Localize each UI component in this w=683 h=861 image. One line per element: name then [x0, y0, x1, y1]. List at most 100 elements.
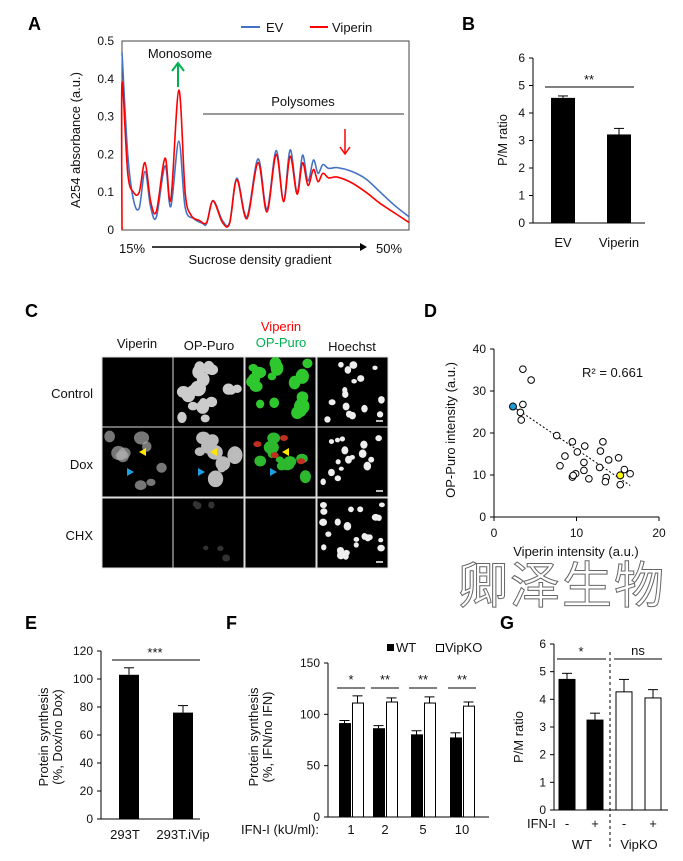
group-label-wt: WT	[572, 837, 592, 852]
cell	[104, 430, 115, 443]
scatter-point	[604, 456, 613, 464]
cell	[338, 466, 344, 471]
trendline	[512, 406, 631, 486]
significance-label: **	[418, 672, 428, 687]
cell	[376, 411, 384, 418]
blue-arrowhead-icon	[198, 468, 205, 476]
scatter-point-blue	[508, 402, 517, 411]
cell	[361, 533, 368, 540]
y-tick-label: 80	[80, 700, 94, 714]
scatter-point	[614, 453, 623, 462]
bar-vipko	[352, 702, 364, 818]
y-tick-label: 0.1	[97, 185, 114, 199]
bar-viperin	[607, 134, 631, 223]
scatter-point	[569, 471, 578, 480]
cell	[378, 537, 384, 543]
scatter-point	[601, 477, 610, 486]
column-header-viperin: Viperin	[117, 336, 157, 351]
blue-arrowhead-icon	[270, 468, 277, 476]
y-tick-label: 0	[313, 810, 320, 824]
y-tick-label: 0.5	[97, 34, 114, 48]
panel-f: Protein synthesis (%, IFN/no IFN) WT Vip…	[241, 640, 489, 837]
treatment-label: +	[591, 816, 599, 831]
scatter-point	[519, 400, 527, 409]
y-axis-title-line1: Protein synthesis	[36, 687, 51, 786]
green-up-arrow-icon	[171, 61, 185, 87]
yellow-arrowhead-icon	[210, 448, 217, 456]
y-tick-label: 0.4	[97, 72, 114, 86]
micrograph-control-viperin	[101, 356, 174, 428]
x-tick-label: 2	[381, 822, 388, 837]
y-tick-label: 0	[479, 510, 486, 524]
bar-wt	[411, 734, 423, 818]
cell	[319, 518, 328, 526]
polysomes-label: Polysomes	[271, 94, 335, 109]
y-axis-title: P/M ratio	[495, 114, 510, 166]
y-tick-label: 60	[80, 728, 94, 742]
significance-label: *	[578, 644, 583, 659]
panel-g: P/M ratio IFN-I WT VipKO 0 1 2 3 4 5 6 - + - + * ns	[511, 637, 668, 852]
x-tick-label: 5	[419, 822, 426, 837]
cell	[334, 518, 341, 526]
micrograph-control-hoechst	[316, 356, 389, 428]
legend-vipko: VipKO	[445, 640, 482, 655]
cell	[343, 521, 352, 531]
panel-label-b: B	[462, 14, 475, 34]
y-tick-label: 10	[473, 468, 487, 482]
legend-ev: EV	[266, 20, 284, 35]
legend-viperin: Viperin	[332, 20, 372, 35]
y-tick-label: 3	[539, 720, 546, 734]
micrograph-control-op-puro	[172, 356, 245, 428]
significance-label: *	[348, 672, 353, 687]
scatter-point	[620, 465, 629, 474]
x-tick-label: 293T.iVip	[156, 827, 209, 842]
y-tick-label: 100	[300, 707, 320, 721]
scatter-point-yellow	[616, 471, 625, 480]
cell	[371, 513, 380, 521]
y-tick-label: 0	[86, 812, 93, 826]
panel-label-d: D	[424, 301, 437, 321]
cell	[353, 542, 359, 548]
scatter-point	[580, 466, 588, 475]
cell	[190, 380, 206, 397]
cell	[206, 434, 219, 447]
y-tick-label: 40	[80, 756, 94, 770]
y-tick-label: 20	[80, 784, 94, 798]
cell	[254, 455, 267, 467]
cell	[344, 366, 352, 374]
cell	[207, 470, 224, 488]
y-tick-label: 4	[518, 106, 525, 120]
y-tick-label: 40	[473, 342, 487, 356]
series-line-viperin	[120, 81, 410, 231]
cell	[256, 399, 265, 409]
cell	[270, 452, 279, 459]
y-tick-label: 2	[518, 161, 525, 175]
y-axis-title-line1: Protein synthesis	[246, 687, 261, 786]
yellow-arrowhead-icon	[282, 448, 289, 456]
group-label-vipko: VipKO	[620, 837, 657, 852]
cell	[222, 554, 231, 562]
scatter-point	[517, 416, 526, 424]
y-tick-label: 120	[73, 644, 93, 658]
cell	[349, 454, 355, 460]
cell	[269, 397, 280, 409]
column-header-merge-viperin: Viperin	[261, 319, 301, 334]
panel-label-a: A	[28, 14, 41, 34]
bar-wt-ifn	[586, 719, 604, 811]
x-axis-title: Viperin intensity (a.u.)	[513, 544, 639, 559]
cell	[378, 396, 385, 404]
r-squared-label: R² = 0.661	[582, 365, 643, 380]
x-prefix-label: IFN-I	[527, 816, 556, 831]
scatter-point	[573, 448, 582, 456]
cell	[253, 441, 262, 448]
cell	[358, 449, 367, 458]
cell	[215, 456, 231, 471]
cell	[351, 378, 357, 384]
cell	[319, 502, 327, 509]
cell	[375, 435, 382, 442]
bar-vipko	[463, 705, 475, 818]
column-header-merge-op-puro: OP-Puro	[256, 335, 307, 350]
yellow-arrowhead-icon	[139, 448, 146, 456]
cell	[360, 440, 368, 449]
